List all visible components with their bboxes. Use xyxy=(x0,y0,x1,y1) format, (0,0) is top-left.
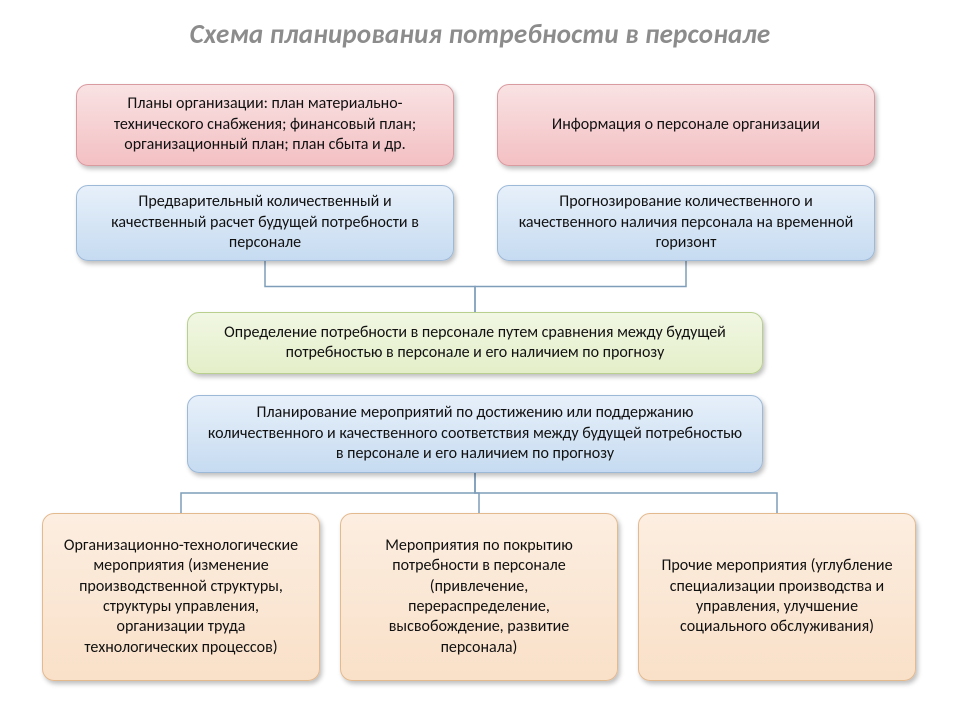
node-text: Прочие мероприятия (углубление специализ… xyxy=(657,556,897,638)
diagram-title: Схема планирования потребности в персона… xyxy=(0,18,960,51)
node-needs-compare: Определение потребности в персонале путе… xyxy=(187,312,763,374)
node-other: Прочие мероприятия (углубление специализ… xyxy=(638,513,916,681)
node-measures-plan: Планирование мероприятий по достижению и… xyxy=(187,395,763,473)
node-text: Организационно-технологические мероприят… xyxy=(61,536,301,659)
node-text: Предварительный количественный и качеств… xyxy=(95,192,435,253)
node-text: Мероприятия по покрытию потребности в пе… xyxy=(359,536,599,659)
node-coverage: Мероприятия по покрытию потребности в пе… xyxy=(340,513,618,681)
node-prelim-calc: Предварительный количественный и качеств… xyxy=(76,185,454,261)
node-text: Прогнозирование количественного и качест… xyxy=(516,192,856,253)
node-text: Определение потребности в персонале путе… xyxy=(206,323,744,364)
node-org-tech: Организационно-технологические мероприят… xyxy=(42,513,320,681)
diagram-canvas: { "diagram": { "type": "flowchart", "tit… xyxy=(0,0,960,720)
node-plans: Планы организации: план материально-техн… xyxy=(76,84,454,166)
node-text: Планирование мероприятий по достижению и… xyxy=(206,403,744,464)
node-personnel-info: Информация о персонале организации xyxy=(497,84,875,166)
node-text: Информация о персонале организации xyxy=(552,115,820,135)
node-forecast: Прогнозирование количественного и качест… xyxy=(497,185,875,261)
node-text: Планы организации: план материально-техн… xyxy=(95,94,435,155)
